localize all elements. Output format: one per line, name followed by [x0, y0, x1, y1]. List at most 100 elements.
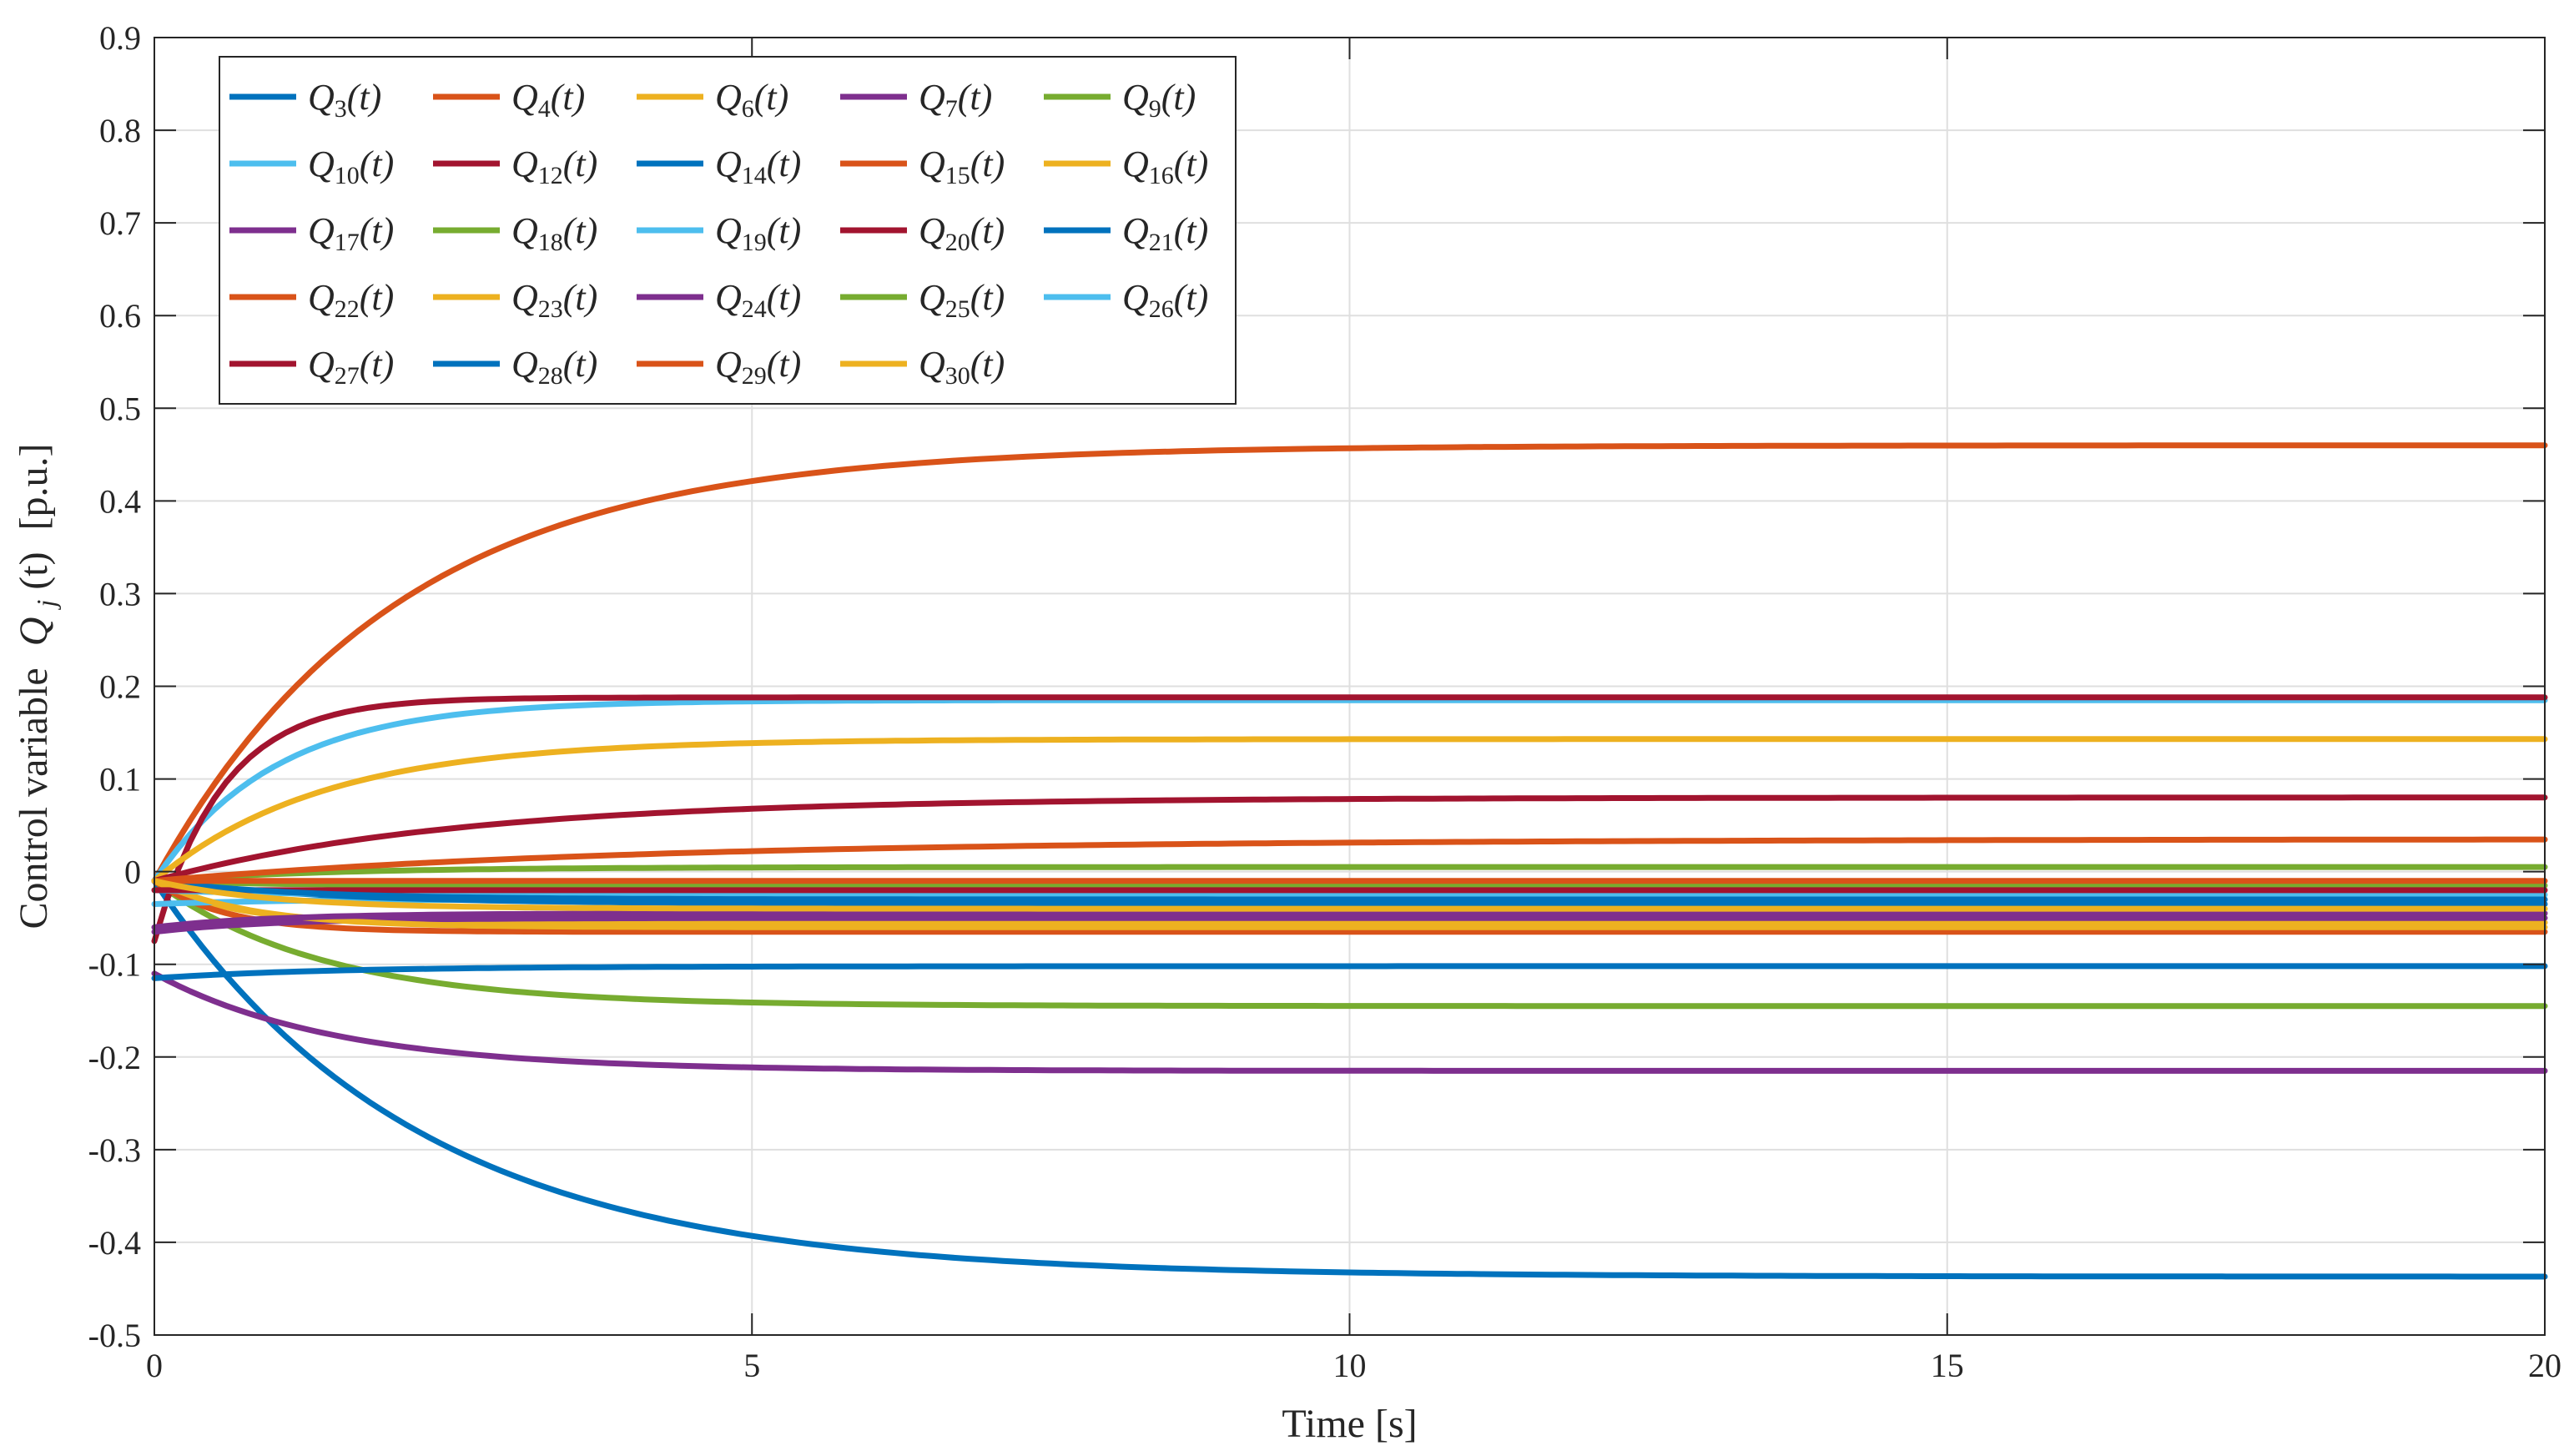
legend-label: Q30(t) [919, 344, 1005, 390]
legend-label: Q22(t) [308, 277, 394, 323]
y-tick-label: 0.8 [99, 112, 141, 149]
y-axis-label-symbol: Q [12, 617, 56, 647]
legend-label: Q23(t) [511, 277, 597, 323]
y-tick-label: 0.5 [99, 390, 141, 427]
y-tick-label: 0.4 [99, 482, 141, 520]
legend-label: Q14(t) [715, 144, 801, 189]
x-tick-label: 15 [1931, 1347, 1964, 1384]
series-line-q22 [151, 836, 2548, 884]
series-line-q14 [151, 963, 2548, 981]
legend-item-q9: Q9(t) [1044, 77, 1196, 123]
y-axis-label-prefix: Control variable [12, 668, 56, 929]
legend-label: Q6(t) [715, 77, 788, 123]
x-tick-label: 5 [743, 1347, 760, 1384]
y-tick-label: 0.7 [99, 204, 141, 242]
y-tick-label: -0.1 [88, 946, 141, 984]
legend-item-q28: Q28(t) [433, 344, 597, 390]
legend-item-q14: Q14(t) [637, 144, 801, 189]
legend-item-q16: Q16(t) [1044, 144, 1208, 189]
series-line-q15 [151, 878, 2548, 935]
legend-label: Q17(t) [308, 210, 394, 256]
legend-item-q7: Q7(t) [840, 77, 992, 123]
y-tick-label: 0.9 [99, 19, 141, 57]
series-line-q16 [151, 736, 2548, 884]
y-axis-label-subscript: j [31, 600, 61, 611]
legend-item-q21: Q21(t) [1044, 210, 1208, 256]
x-tick-label: 20 [2528, 1347, 2561, 1384]
legend-item-q26: Q26(t) [1044, 277, 1208, 323]
series-line-q23 [151, 878, 2548, 930]
legend-item-q19: Q19(t) [637, 210, 801, 256]
y-tick-label: 0.1 [99, 761, 141, 799]
legend-label: Q19(t) [715, 210, 801, 256]
legend-item-q22: Q22(t) [229, 277, 394, 323]
legend-item-q30: Q30(t) [840, 344, 1005, 390]
legend-label: Q4(t) [511, 77, 585, 123]
legend-label: Q10(t) [308, 144, 394, 189]
legend-label: Q16(t) [1122, 144, 1208, 189]
legend-label: Q7(t) [919, 77, 992, 123]
y-axis-label-unit: [p.u.] [12, 443, 56, 530]
y-axis-label-arg: (t) [12, 552, 56, 589]
series-line-q3 [151, 878, 2548, 1280]
series-line-q18 [151, 864, 2548, 884]
legend-item-q15: Q15(t) [840, 144, 1005, 189]
legend-label: Q9(t) [1122, 77, 1196, 123]
series-line-q21 [151, 878, 2548, 907]
y-tick-label: 0.2 [99, 668, 141, 706]
legend-item-q18: Q18(t) [433, 210, 597, 256]
legend-label: Q15(t) [919, 144, 1005, 189]
series-line-q9 [151, 878, 2548, 1010]
y-tick-label: 0 [124, 854, 141, 891]
y-axis-label: Control variable Q j (t) [p.u.] [12, 443, 64, 929]
series-line-q28 [151, 878, 2548, 903]
legend-item-q10: Q10(t) [229, 144, 394, 189]
legend-label: Q29(t) [715, 344, 801, 390]
series-line-q25 [151, 878, 2548, 889]
series-line-q4 [151, 442, 2548, 884]
series-layer [151, 442, 2548, 1280]
legend-item-q12: Q12(t) [433, 144, 597, 189]
legend-label: Q24(t) [715, 277, 801, 323]
series-line-q17 [151, 914, 2548, 935]
legend-item-q6: Q6(t) [637, 77, 788, 123]
series-line-q30 [151, 878, 2548, 912]
x-tick-label: 0 [146, 1347, 163, 1384]
legend-item-q27: Q27(t) [229, 344, 394, 390]
legend-item-q25: Q25(t) [840, 277, 1005, 323]
series-line-q6 [151, 878, 2548, 926]
legend-label: Q12(t) [511, 144, 597, 189]
x-axis-label: Time [s] [1282, 1402, 1417, 1446]
y-tick-label: -0.5 [88, 1317, 141, 1354]
legend-item-q20: Q20(t) [840, 210, 1005, 256]
y-tick-label: 0.6 [99, 297, 141, 335]
legend: Q3(t) Q4(t) Q6(t) Q7(t) Q9(t) Q10(t) Q12(t) Q14… [219, 56, 1237, 405]
legend-label: Q20(t) [919, 210, 1005, 256]
legend-label: Q26(t) [1122, 277, 1208, 323]
y-axis-ticks: -0.5 -0.4 -0.3 -0.2 -0.1 0 0.1 0.2 0.3 0.4 0.5 0.6 0… [88, 19, 2545, 1354]
series-line-q26 [151, 887, 2548, 898]
legend-label: Q27(t) [308, 344, 394, 390]
y-tick-label: -0.3 [88, 1131, 141, 1169]
legend-label: Q21(t) [1122, 210, 1208, 256]
series-line-q20 [151, 794, 2548, 884]
legend-item-q24: Q24(t) [637, 277, 801, 323]
legend-label: Q18(t) [511, 210, 597, 256]
series-line-q7 [151, 970, 2548, 1074]
series-line-q24 [151, 910, 2548, 930]
legend-item-q23: Q23(t) [433, 277, 597, 323]
legend-item-q3: Q3(t) [229, 77, 381, 123]
legend-item-q4: Q4(t) [433, 77, 585, 123]
y-tick-label: -0.2 [88, 1039, 141, 1076]
legend-item-q17: Q17(t) [229, 210, 394, 256]
x-axis-ticks: 0 5 10 15 20 [146, 38, 2561, 1384]
y-tick-label: -0.4 [88, 1224, 141, 1262]
y-tick-label: 0.3 [99, 575, 141, 612]
series-line-q12 [151, 694, 2548, 945]
legend-item-q29: Q29(t) [637, 344, 801, 390]
x-tick-label: 10 [1333, 1347, 1367, 1384]
legend-label: Q25(t) [919, 277, 1005, 323]
legend-label: Q28(t) [511, 344, 597, 390]
legend-label: Q3(t) [308, 77, 381, 123]
